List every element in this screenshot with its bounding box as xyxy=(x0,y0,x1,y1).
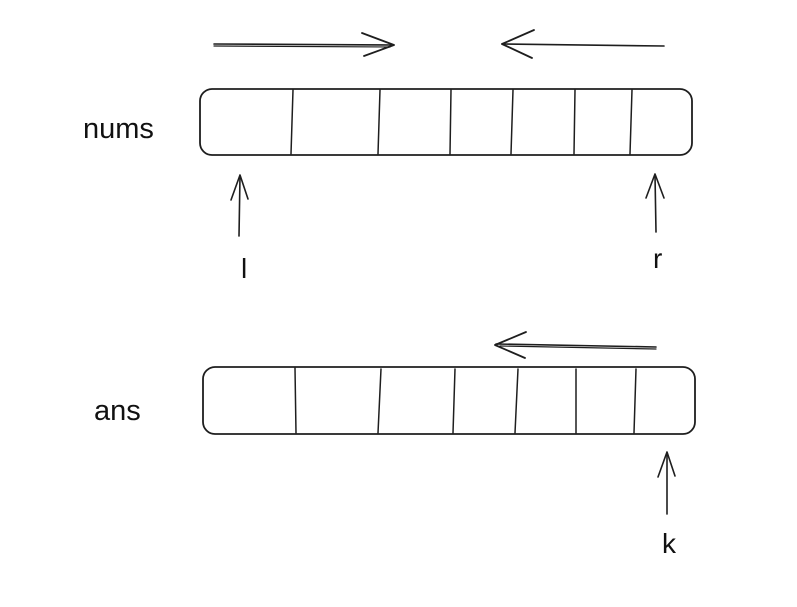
left-pointer-direction-arrow xyxy=(213,32,395,57)
right-pointer-direction-arrow xyxy=(501,29,665,59)
right-pointer-arrow xyxy=(645,173,665,233)
ans-array xyxy=(202,366,696,435)
write-pointer-arrow xyxy=(657,451,676,515)
right-pointer-label: r xyxy=(653,243,662,274)
ans-label: ans xyxy=(94,395,141,427)
nums-array xyxy=(199,88,693,156)
left-pointer-label: l xyxy=(241,253,247,284)
write-pointer-direction-arrow xyxy=(494,331,657,359)
left-pointer-arrow xyxy=(230,174,249,237)
write-pointer-label: k xyxy=(662,528,677,559)
nums-label: nums xyxy=(83,113,154,145)
